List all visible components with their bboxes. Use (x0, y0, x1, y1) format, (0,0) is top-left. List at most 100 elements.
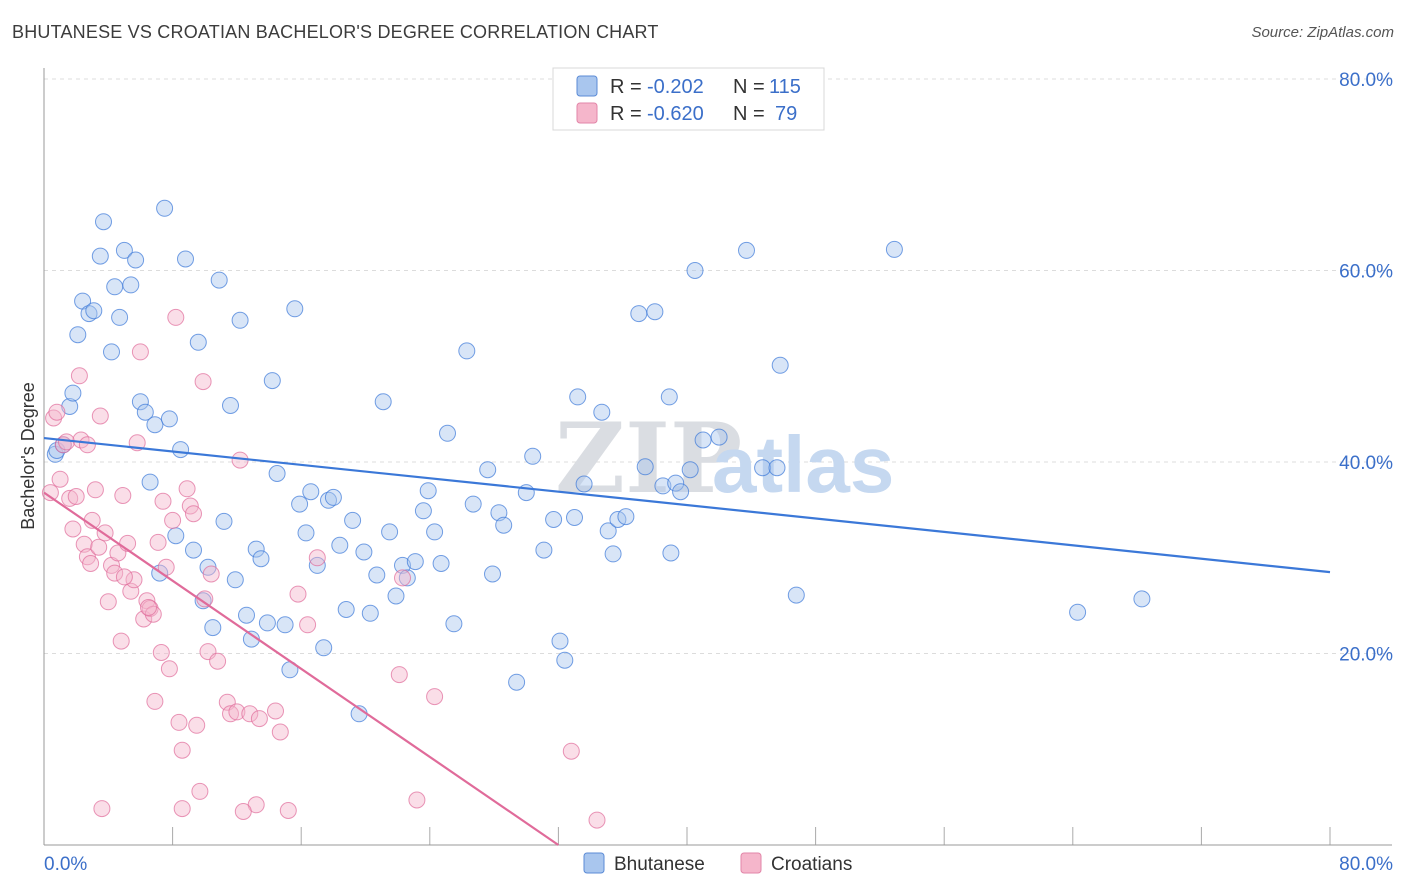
point-bhutanese-97 (654, 477, 672, 495)
legend-r-value-bhutanese: -0.202 (647, 76, 704, 98)
point-bhutanese-98 (660, 388, 678, 406)
point-croatians-33 (146, 692, 164, 710)
point-croatians-39 (164, 511, 182, 529)
point-croatians-18 (99, 593, 117, 611)
point-bhutanese-103 (686, 262, 704, 279)
point-bhutanese-83 (545, 511, 563, 528)
point-croatians-51 (202, 565, 220, 583)
point-bhutanese-65 (398, 569, 416, 587)
point-croatians-52 (209, 652, 227, 670)
point-bhutanese-22 (156, 199, 174, 217)
point-croatians-28 (131, 343, 149, 361)
point-bhutanese-66 (406, 553, 424, 571)
point-bhutanese-79 (508, 673, 526, 691)
trend-line-bhutanese (43, 436, 1331, 574)
point-bhutanese-54 (331, 536, 349, 554)
point-bhutanese-20 (146, 416, 164, 434)
point-croatians-69 (426, 688, 444, 706)
legend-r-value-croatians: -0.620 (647, 103, 704, 125)
point-croatians-67 (394, 569, 411, 587)
point-croatians-41 (170, 713, 188, 731)
point-bhutanese-88 (575, 475, 593, 493)
point-bhutanese-7 (80, 305, 98, 323)
point-bhutanese-105 (710, 428, 728, 446)
point-croatians-49 (196, 590, 214, 608)
point-bhutanese-1 (48, 442, 66, 459)
point-bhutanese-73 (458, 342, 476, 360)
point-croatians-74 (64, 520, 82, 538)
point-bhutanese-18 (136, 403, 154, 421)
point-croatians-65 (308, 549, 326, 567)
point-croatians-55 (228, 703, 246, 721)
point-bhutanese-46 (286, 300, 304, 318)
point-croatians-47 (191, 782, 209, 800)
watermark: ZIP atlas (555, 402, 894, 515)
point-bhutanese-107 (754, 459, 772, 477)
point-bhutanese-9 (91, 247, 109, 265)
point-bhutanese-35 (226, 571, 244, 589)
point-croatians-70 (562, 742, 580, 760)
point-bhutanese-14 (115, 241, 133, 259)
point-croatians-0 (41, 484, 59, 502)
point-croatians-73 (78, 436, 96, 454)
point-bhutanese-25 (172, 441, 190, 459)
point-croatians-77 (173, 800, 191, 818)
point-bhutanese-23 (160, 410, 178, 428)
point-bhutanese-61 (374, 393, 392, 411)
legend-n-value-bhutanese: 115 (769, 76, 801, 98)
point-bhutanese-91 (604, 545, 622, 563)
point-bhutanese-13 (111, 308, 129, 326)
point-bhutanese-16 (127, 251, 145, 269)
point-bhutanese-62 (381, 523, 399, 541)
point-bhutanese-101 (672, 483, 690, 501)
point-bhutanese-32 (210, 271, 228, 289)
point-croatians-54 (222, 705, 239, 723)
point-bhutanese-15 (122, 276, 140, 294)
y-tick-label-2: 60.0% (1339, 262, 1393, 283)
point-croatians-14 (86, 481, 104, 499)
point-croatians-22 (112, 632, 130, 650)
point-croatians-23 (114, 487, 132, 504)
point-bhutanese-89 (593, 403, 611, 421)
point-bhutanese-3 (61, 398, 79, 415)
point-bhutanese-90 (599, 522, 617, 540)
point-bhutanese-87 (569, 388, 587, 406)
point-croatians-63 (289, 585, 307, 603)
point-croatians-59 (250, 710, 268, 728)
point-bhutanese-52 (320, 491, 337, 509)
point-croatians-42 (173, 741, 191, 759)
point-croatians-57 (241, 705, 259, 723)
point-croatians-26 (125, 571, 143, 589)
legend-r-label-bhutanese: R = (610, 76, 642, 98)
point-bhutanese-76 (484, 565, 501, 583)
legend-bottom-swatch-croatians (740, 852, 762, 874)
point-bhutanese-56 (344, 511, 362, 529)
x-tick-label-max: 80.0% (1339, 854, 1393, 875)
point-croatians-36 (154, 492, 172, 510)
point-croatians-75 (115, 568, 133, 586)
point-bhutanese-36 (231, 311, 249, 329)
point-bhutanese-44 (276, 616, 294, 634)
point-croatians-48 (194, 373, 212, 391)
point-bhutanese-110 (787, 586, 805, 604)
point-bhutanese-53 (324, 488, 342, 506)
point-croatians-78 (234, 803, 252, 820)
point-bhutanese-99 (662, 544, 680, 562)
point-bhutanese-55 (337, 601, 355, 618)
point-bhutanese-33 (215, 512, 233, 530)
point-croatians-34 (149, 533, 167, 551)
point-croatians-16 (91, 407, 109, 425)
point-bhutanese-69 (426, 523, 444, 541)
point-bhutanese-40 (252, 550, 270, 568)
chart-source: Source: ZipAtlas.com (1251, 24, 1394, 41)
point-bhutanese-34 (222, 397, 239, 414)
point-croatians-62 (279, 802, 297, 819)
point-bhutanese-17 (131, 393, 149, 411)
point-croatians-64 (299, 616, 317, 634)
point-bhutanese-42 (263, 372, 281, 390)
y-axis-label: Bachelor's Degree (18, 382, 38, 530)
y-tick-label-3: 80.0% (1339, 70, 1393, 91)
point-bhutanese-41 (258, 614, 276, 632)
point-croatians-46 (188, 716, 206, 734)
